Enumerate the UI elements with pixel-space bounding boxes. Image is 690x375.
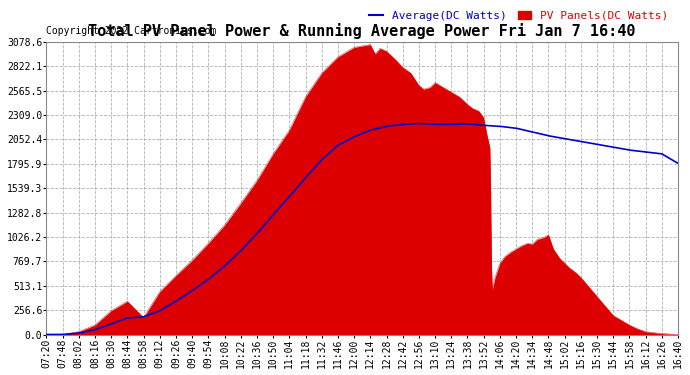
Title: Total PV Panel Power & Running Average Power Fri Jan 7 16:40: Total PV Panel Power & Running Average P… bbox=[88, 23, 636, 39]
Text: Copyright 2022 Cartronics.com: Copyright 2022 Cartronics.com bbox=[46, 26, 217, 36]
Legend: Average(DC Watts), PV Panels(DC Watts): Average(DC Watts), PV Panels(DC Watts) bbox=[365, 6, 673, 25]
